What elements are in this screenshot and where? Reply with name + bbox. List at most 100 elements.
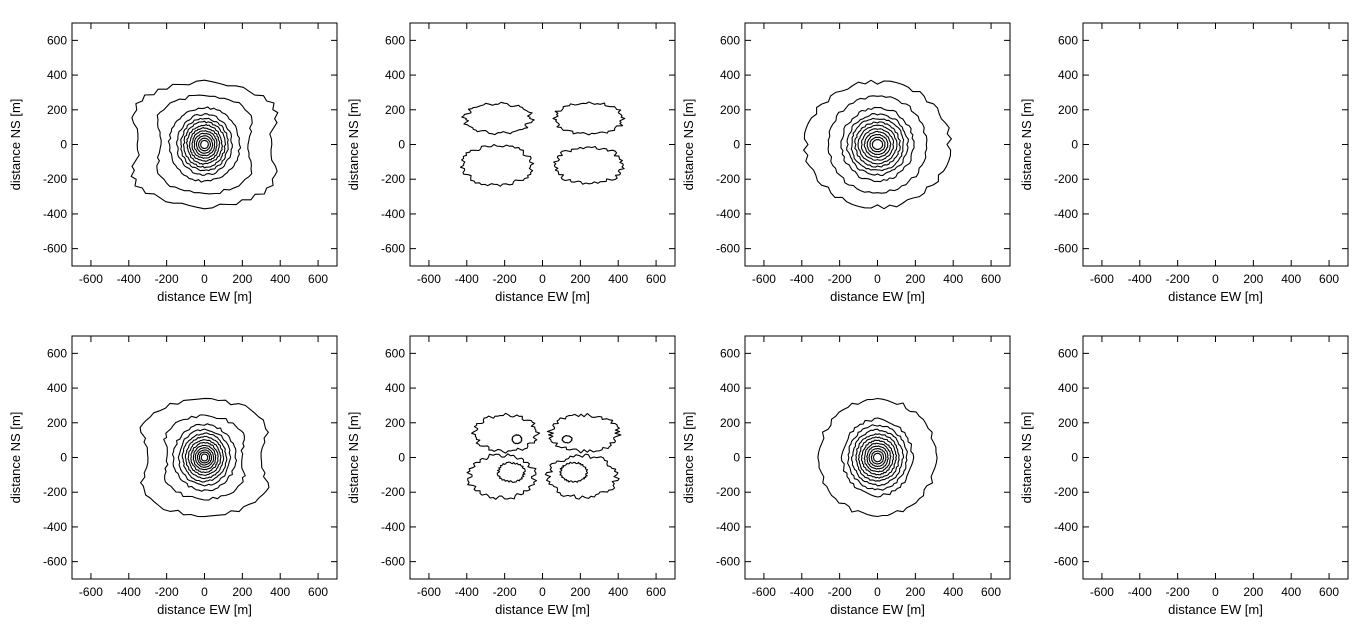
y-tick-label: 200 <box>47 416 67 430</box>
contour-level <box>180 117 229 172</box>
x-tick-label: -600 <box>79 272 103 286</box>
y-axis-title: distance NS [m] <box>346 412 361 504</box>
y-tick-label: 600 <box>47 346 67 360</box>
plot-frame <box>1082 22 1349 267</box>
contour-level <box>200 139 209 150</box>
contour-level <box>846 113 909 176</box>
x-tick-label: 400 <box>943 272 963 286</box>
contour-lines <box>139 397 270 518</box>
y-tick-label: 400 <box>47 68 67 82</box>
contour-level <box>840 417 915 498</box>
contour-level <box>561 434 573 444</box>
x-axis-title: distance EW [m] <box>495 289 590 304</box>
x-axis-title: distance EW [m] <box>830 289 925 304</box>
contour-level <box>197 137 212 152</box>
x-tick-label: -200 <box>1166 585 1190 599</box>
y-tick-label: -400 <box>716 207 740 221</box>
plot-frame <box>409 335 676 580</box>
x-tick-label: 400 <box>608 585 628 599</box>
contour-level <box>857 436 898 479</box>
x-tick-label: -200 <box>828 272 852 286</box>
contour-level <box>869 136 886 153</box>
x-tick-label: -200 <box>155 585 179 599</box>
x-tick-label: -600 <box>79 585 103 599</box>
contour-level <box>192 444 217 471</box>
contour-level <box>544 453 620 500</box>
contour-lines <box>130 79 279 210</box>
y-tick-label: 600 <box>47 33 67 47</box>
x-tick-label: -600 <box>417 272 441 286</box>
x-tick-label: 200 <box>232 272 252 286</box>
y-tick-label: 600 <box>1058 33 1078 47</box>
x-tick-label: 0 <box>1212 272 1219 286</box>
x-tick-label: 400 <box>1281 272 1301 286</box>
contour-level <box>866 133 889 156</box>
y-tick-label: -200 <box>716 172 740 186</box>
y-axis-title: distance NS [m] <box>8 99 23 191</box>
x-axis-title: distance EW [m] <box>1168 602 1263 617</box>
x-tick-label: 600 <box>308 585 328 599</box>
contour-level <box>817 397 938 518</box>
y-tick-label: -200 <box>716 485 740 499</box>
y-tick-label: -200 <box>381 485 405 499</box>
x-tick-label: 200 <box>570 585 590 599</box>
panel-r1c1: -600 -400 -200 0 200 400 600 -600 -400 -200 0 200 40… <box>8 22 338 304</box>
x-tick-label: -400 <box>1128 272 1152 286</box>
y-tick-label: -400 <box>43 520 67 534</box>
y-tick-label: 0 <box>733 138 740 152</box>
y-tick-label: 0 <box>60 138 67 152</box>
y-tick-label: 600 <box>385 33 405 47</box>
y-axis-title: distance NS [m] <box>346 99 361 191</box>
contour-level <box>187 439 222 476</box>
y-tick-label: 200 <box>385 416 405 430</box>
y-axis-title: distance NS [m] <box>681 412 696 504</box>
panel-r1c2: -600 -400 -200 0 200 400 600 -600 -400 -200 0 200 40… <box>346 22 676 304</box>
x-tick-label: 0 <box>1212 585 1219 599</box>
y-tick-label: -400 <box>43 207 67 221</box>
contour-level <box>185 124 224 165</box>
contour-level <box>471 412 541 454</box>
y-tick-label: 400 <box>1058 68 1078 82</box>
contour-level <box>860 128 895 161</box>
contour-level <box>553 145 625 185</box>
y-tick-label: 200 <box>47 103 67 117</box>
contour-level <box>182 120 227 169</box>
plot-frame <box>1082 335 1349 580</box>
x-tick-label: 400 <box>270 272 290 286</box>
contour-lines <box>803 79 952 210</box>
x-tick-label: 0 <box>201 272 208 286</box>
contour-level <box>559 461 589 483</box>
x-tick-label: -600 <box>752 272 776 286</box>
contour-level <box>827 95 928 194</box>
contour-level <box>181 432 228 483</box>
x-tick-label: -200 <box>155 272 179 286</box>
contour-level <box>194 447 215 468</box>
y-tick-label: -400 <box>381 520 405 534</box>
y-tick-label: -600 <box>381 555 405 569</box>
x-axis-title: distance EW [m] <box>157 289 252 304</box>
x-tick-label: 600 <box>1319 272 1339 286</box>
y-axis-title: distance NS [m] <box>1019 99 1034 191</box>
contour-level <box>866 445 889 470</box>
y-tick-label: 200 <box>720 103 740 117</box>
contour-level <box>191 130 218 159</box>
contour-level <box>459 143 535 187</box>
x-tick-label: -400 <box>790 272 814 286</box>
y-tick-label: -600 <box>716 555 740 569</box>
y-tick-label: 400 <box>720 381 740 395</box>
contour-level <box>847 424 908 491</box>
panel-r2c2: -600 -400 -200 0 200 400 600 -600 -400 -200 0 200 40… <box>346 335 676 617</box>
y-tick-label: -400 <box>381 207 405 221</box>
contour-level <box>840 106 915 183</box>
y-tick-label: 400 <box>385 68 405 82</box>
x-tick-label: -200 <box>493 585 517 599</box>
x-tick-label: 0 <box>539 585 546 599</box>
x-axis-title: distance EW [m] <box>1168 289 1263 304</box>
y-tick-label: 200 <box>720 416 740 430</box>
y-tick-label: 600 <box>720 346 740 360</box>
x-tick-label: -400 <box>790 585 814 599</box>
x-tick-label: 0 <box>201 585 208 599</box>
plot-frame <box>409 22 676 267</box>
y-tick-label: 0 <box>1071 138 1078 152</box>
